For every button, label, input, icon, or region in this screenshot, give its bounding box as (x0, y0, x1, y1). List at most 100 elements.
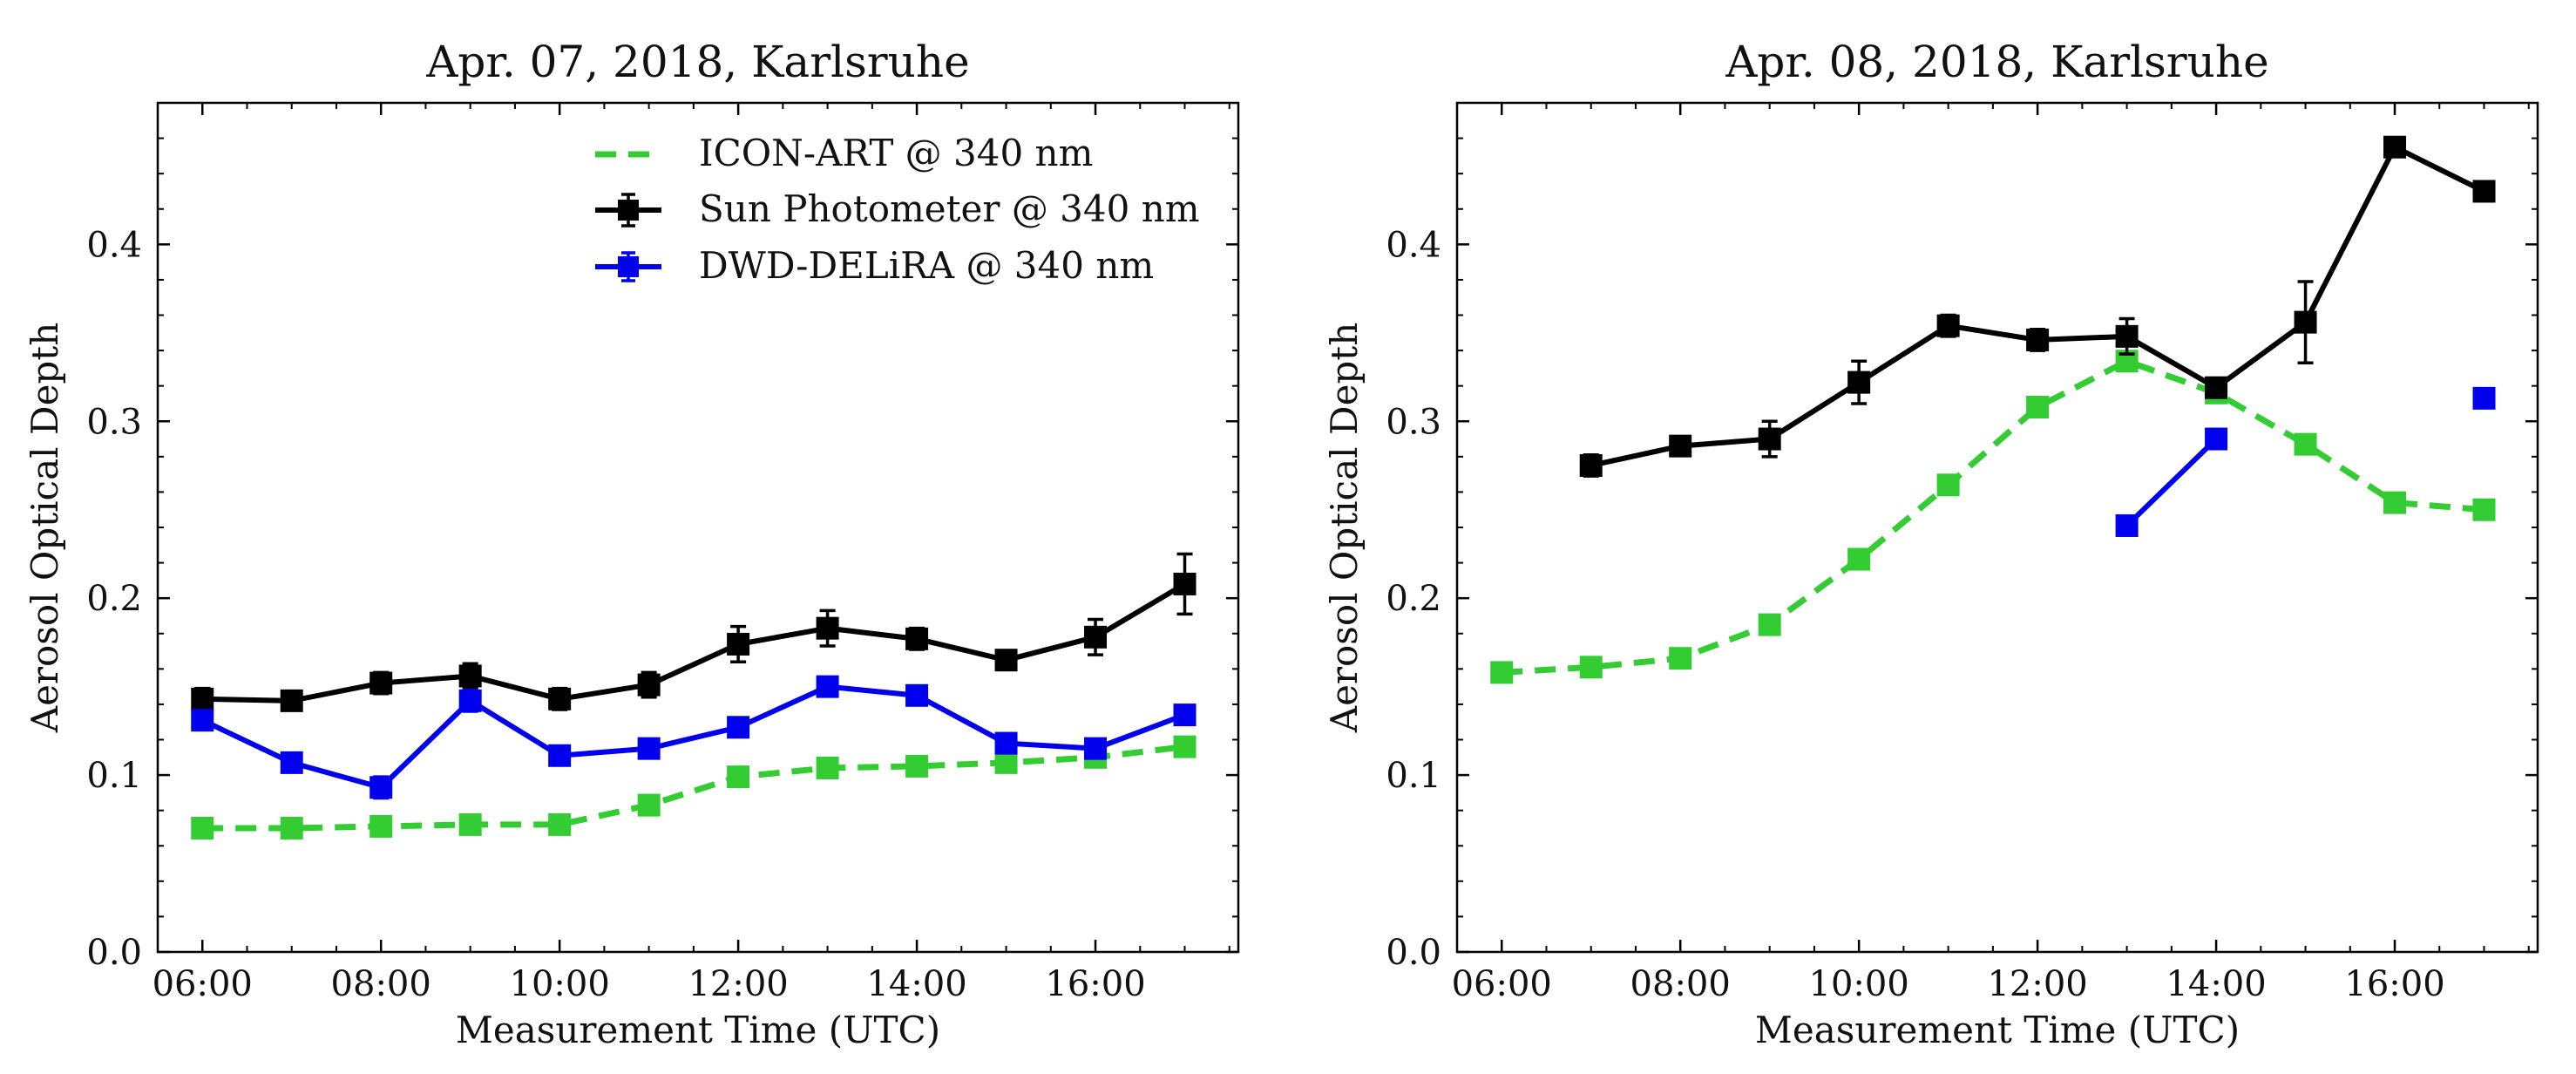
right-sun-photometer-marker (1669, 434, 1692, 458)
left-chart-title: Apr. 07, 2018, Karlsruhe (425, 37, 969, 87)
legend-item-icon-art: ICON-ART @ 340 nm (595, 132, 1093, 174)
right-sun-photometer-marker (1847, 370, 1871, 394)
right-y-tick-label: 0.1 (1386, 756, 1441, 796)
left-dwd-delira-marker (1084, 737, 1108, 760)
left-sun-photometer-marker (548, 687, 572, 710)
right-sun-photometer-marker (2294, 310, 2317, 334)
right-icon-art-marker (2472, 498, 2496, 521)
right-y-tick-label: 0.4 (1386, 225, 1441, 265)
left-icon-art-marker (994, 751, 1018, 774)
left-dwd-delira-line (200, 683, 1186, 791)
left-dwd-delira-marker (637, 737, 661, 760)
left-y-tick-label: 0.1 (86, 756, 142, 796)
right-sun-photometer-marker (2472, 180, 2496, 203)
right-sun-photometer-marker (2383, 135, 2407, 159)
right-sun-photometer-marker (2026, 328, 2050, 351)
left-icon-art-marker (1173, 735, 1196, 758)
left-dwd-delira-marker (1173, 704, 1196, 727)
right-dwd-delira-line (2125, 437, 2219, 528)
right-sun-photometer-marker (2205, 376, 2228, 399)
left-series-layer (191, 552, 1196, 839)
left-sun-photometer-marker (280, 689, 303, 712)
left-dwd-delira-marker (727, 716, 750, 739)
left-icon-art-marker (816, 756, 839, 779)
left-x-tick-label: 14:00 (866, 964, 966, 1004)
left-dwd-delira-marker (905, 683, 929, 707)
left-dwd-delira-marker (369, 776, 393, 799)
left-y-tick-label: 0.3 (86, 402, 142, 442)
left-x-axis-label: Measurement Time (UTC) (456, 1009, 940, 1051)
left-icon-art-marker (905, 754, 929, 778)
right-icon-art-marker (1669, 647, 1692, 670)
legend-label-icon-art: ICON-ART @ 340 nm (699, 132, 1093, 174)
legend-marker-sun-photometer (618, 200, 639, 221)
left-y-tick-label: 0.2 (86, 579, 142, 619)
left-sun-photometer-marker (994, 649, 1018, 672)
right-y-tick-label: 0.0 (1386, 933, 1441, 973)
right-sun-photometer-marker (1758, 427, 1781, 451)
legend-item-dwd-delira: DWD-DELiRA @ 340 nm (595, 244, 1154, 287)
left-x-tick-label: 16:00 (1045, 964, 1145, 1004)
right-dwd-delira-marker (2205, 427, 2228, 451)
left-dwd-delira-marker (458, 689, 482, 712)
right-x-tick-label: 10:00 (1809, 964, 1909, 1004)
right-chart-title: Apr. 08, 2018, Karlsruhe (1725, 37, 2268, 87)
legend-label-sun-photometer: Sun Photometer @ 340 nm (699, 187, 1200, 230)
left-dwd-delira-marker (548, 744, 572, 767)
left-icon-art-line (202, 744, 1185, 832)
left-chart-panel: Apr. 07, 2018, Karlsruhe Measurement Tim… (24, 37, 1240, 1051)
left-icon-art-marker (458, 812, 482, 836)
left-sun-photometer-marker (727, 632, 750, 656)
right-icon-art-marker (1936, 473, 1960, 497)
left-icon-art-marker (191, 816, 214, 839)
legend: ICON-ART @ 340 nm Sun Photometer @ 340 n… (595, 132, 1200, 287)
left-sun-photometer-marker (637, 673, 661, 697)
legend-label-dwd-delira: DWD-DELiRA @ 340 nm (699, 244, 1154, 287)
left-dwd-delira-marker (191, 709, 214, 732)
right-x-tick-label: 12:00 (1987, 964, 2087, 1004)
left-icon-art-marker (369, 814, 393, 838)
right-icon-art-marker (1490, 661, 1514, 684)
left-y-axis-label: Aerosol Optical Depth (24, 323, 66, 734)
left-y-tick-label: 0.4 (86, 225, 142, 265)
left-icon-art-marker (637, 793, 661, 817)
left-dwd-delira-marker (816, 675, 839, 698)
left-x-tick-label: 06:00 (153, 964, 253, 1004)
right-icon-art-marker (2294, 432, 2317, 456)
right-icon-art-marker (2383, 491, 2407, 514)
left-sun-photometer-marker (191, 687, 214, 710)
left-icon-art-marker (280, 816, 303, 839)
right-icon-art-marker (1579, 656, 1603, 679)
right-dwd-delira-marker (2472, 386, 2496, 410)
right-icon-art-marker (1847, 547, 1871, 571)
right-dwd-delira-marker (2115, 513, 2139, 537)
right-sun-photometer-marker (1936, 314, 1960, 337)
left-x-tick-label: 12:00 (688, 964, 788, 1004)
right-axis-ticks: 06:00 08:00 10:00 12:00 14:00 16:00 0.0 0.1 0.2 0… (1386, 103, 2538, 1004)
right-sun-photometer-marker (1579, 453, 1603, 477)
left-sun-photometer-marker (1173, 572, 1196, 595)
legend-marker-dwd-delira (618, 256, 639, 277)
left-sun-photometer-marker (458, 664, 482, 688)
left-dwd-delira-marker (994, 731, 1018, 755)
right-x-tick-label: 16:00 (2344, 964, 2444, 1004)
left-dwd-delira-marker (280, 751, 303, 774)
right-y-tick-label: 0.2 (1386, 579, 1441, 619)
right-chart-panel: Apr. 08, 2018, Karlsruhe Measurement Tim… (1323, 37, 2539, 1051)
legend-item-sun-photometer: Sun Photometer @ 340 nm (595, 187, 1200, 230)
left-y-tick-label: 0.0 (86, 933, 142, 973)
left-sun-photometer-marker (816, 616, 839, 640)
left-sun-photometer-marker (369, 671, 393, 695)
left-sun-photometer-marker (1084, 625, 1108, 649)
left-axis-ticks: 06:00 08:00 10:00 12:00 14:00 16:00 0.0 0.1 0.2 0… (86, 103, 1238, 1004)
right-y-tick-label: 0.3 (1386, 402, 1441, 442)
right-plot-frame (1455, 101, 2539, 954)
left-icon-art-marker (727, 765, 750, 789)
right-x-tick-label: 08:00 (1630, 964, 1731, 1004)
left-icon-art-marker (548, 812, 572, 836)
right-y-axis-label: Aerosol Optical Depth (1323, 323, 1366, 734)
right-x-tick-label: 06:00 (1452, 964, 1552, 1004)
left-sun-photometer-marker (905, 627, 929, 650)
right-icon-art-marker (1758, 613, 1781, 636)
